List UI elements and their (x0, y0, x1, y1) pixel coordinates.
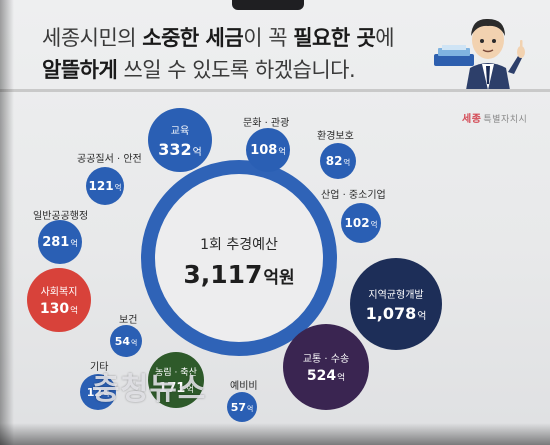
education-unit: 억 (192, 146, 202, 158)
agriculture-unit: 억 (186, 384, 194, 394)
bubble-regional: 지역균형개발 1,078 억 (350, 258, 442, 350)
bubble-transport: 교통 · 수송 524 억 (283, 324, 369, 410)
headline: 세종시민의 소중한 세금이 꼭 필요한 곳에 알뜰하게 쓰일 수 있도록 하겠습… (42, 22, 395, 86)
environment-label: 환경보호 (317, 131, 354, 142)
photo-shadow-left (0, 0, 14, 445)
environment-value: 82 (325, 154, 343, 168)
headline-text: 에 (375, 26, 395, 50)
brand-sub: 특별자치시 (483, 115, 528, 125)
brand-logo: 세종 특별자치시 (462, 110, 527, 125)
transport-unit: 억 (337, 373, 346, 383)
regional-amount: 1,078 억 (366, 304, 427, 323)
bubble-industry: 102 억 (341, 203, 381, 243)
regional-label: 지역균형개발 (368, 289, 424, 301)
bubble-education: 교육 332 억 (148, 108, 212, 172)
welfare-value: 130 (39, 301, 70, 317)
mascot-illustration (434, 18, 525, 90)
bubble-environment: 82 억 (320, 143, 356, 179)
total-budget-unit: 억원 (263, 268, 295, 288)
other-value: 12 (86, 385, 103, 399)
top-tab (232, 0, 304, 10)
news-watermark: 충청뉴스 (92, 372, 207, 407)
regional-value: 1,078 (365, 303, 417, 323)
transport-label: 교통 · 수송 (302, 354, 350, 365)
admin-value: 281 (42, 234, 70, 250)
photo-shadow-bottom (0, 423, 550, 445)
regional-unit: 억 (417, 310, 427, 322)
culture-amount: 108 억 (250, 143, 286, 158)
culture-unit: 억 (278, 146, 286, 156)
total-budget-title: 1회 추경예산 (200, 237, 278, 253)
other-label: 기타 (90, 362, 109, 373)
admin-amount: 281 억 (42, 235, 78, 250)
welfare-amount: 130 억 (40, 301, 78, 317)
bubble-reserve: 57 억 (227, 392, 257, 422)
headline-text: 이 꼭 (243, 26, 294, 50)
industry-value: 102 (344, 216, 370, 230)
headline-line-2: 알뜰하게 쓰일 수 있도록 하겠습니다. (42, 54, 394, 86)
header-divider (0, 89, 550, 92)
agriculture-amount: 171 억 (158, 381, 194, 396)
bubble-culture: 108 억 (246, 128, 290, 172)
reserve-label: 예비비 (230, 381, 258, 392)
education-label: 교육 (170, 125, 190, 137)
total-budget-ring: 1회 추경예산 3,117 억원 (141, 160, 337, 356)
headline-emphasis: 필요한 곳 (293, 26, 376, 50)
safety-value: 121 (88, 179, 114, 193)
welfare-label: 사회복지 (40, 287, 78, 298)
headline-text: 세종시민의 (42, 26, 143, 50)
industry-amount: 102 억 (345, 216, 378, 230)
other-unit: 억 (103, 389, 110, 398)
agriculture-label: 농림 · 축산 (155, 367, 197, 378)
culture-label: 문화 · 관광 (243, 118, 290, 129)
headline-emphasis: 소중한 세금 (142, 26, 244, 50)
education-amount: 332 억 (158, 140, 202, 159)
headline-text: 쓰일 수 있도록 하겠습니다. (117, 58, 356, 82)
health-label: 보건 (119, 315, 138, 326)
industry-unit: 억 (370, 220, 378, 229)
transport-value: 524 (306, 368, 337, 384)
industry-label: 산업 · 중소기업 (321, 190, 386, 201)
safety-label: 공공질서 · 안전 (77, 154, 142, 165)
health-amount: 54 억 (115, 335, 138, 348)
reserve-unit: 억 (247, 404, 254, 413)
agriculture-value: 171 (158, 380, 186, 396)
bubble-agriculture: 농림 · 축산 171 억 (148, 352, 204, 408)
health-unit: 억 (131, 338, 138, 347)
welfare-unit: 억 (70, 306, 79, 316)
bubble-welfare: 사회복지 130 억 (27, 268, 91, 332)
safety-unit: 억 (114, 183, 122, 192)
environment-unit: 억 (343, 158, 351, 167)
other-amount: 12 억 (87, 386, 110, 399)
health-value: 54 (114, 334, 131, 348)
reserve-amount: 57 억 (231, 401, 254, 414)
bubble-health: 54 억 (110, 325, 142, 357)
environment-amount: 82 억 (326, 154, 351, 168)
transport-amount: 524 억 (307, 368, 345, 384)
culture-value: 108 (250, 142, 278, 158)
reserve-value: 57 (230, 400, 247, 414)
bubble-safety: 121 억 (86, 167, 124, 205)
bubble-other: 12 억 (80, 374, 116, 410)
headline-line-1: 세종시민의 소중한 세금이 꼭 필요한 곳에 (42, 22, 395, 54)
bubble-admin: 281 억 (38, 220, 82, 264)
admin-unit: 억 (70, 238, 78, 248)
admin-label: 일반공공행정 (33, 211, 89, 222)
total-budget-amount: 3,117 억원 (155, 260, 323, 289)
brand-name: 세종 (462, 114, 482, 125)
education-value: 332 (158, 139, 192, 159)
safety-amount: 121 억 (89, 179, 122, 193)
headline-emphasis: 알뜰하게 (42, 58, 118, 82)
total-budget-value: 3,117 (183, 260, 263, 289)
